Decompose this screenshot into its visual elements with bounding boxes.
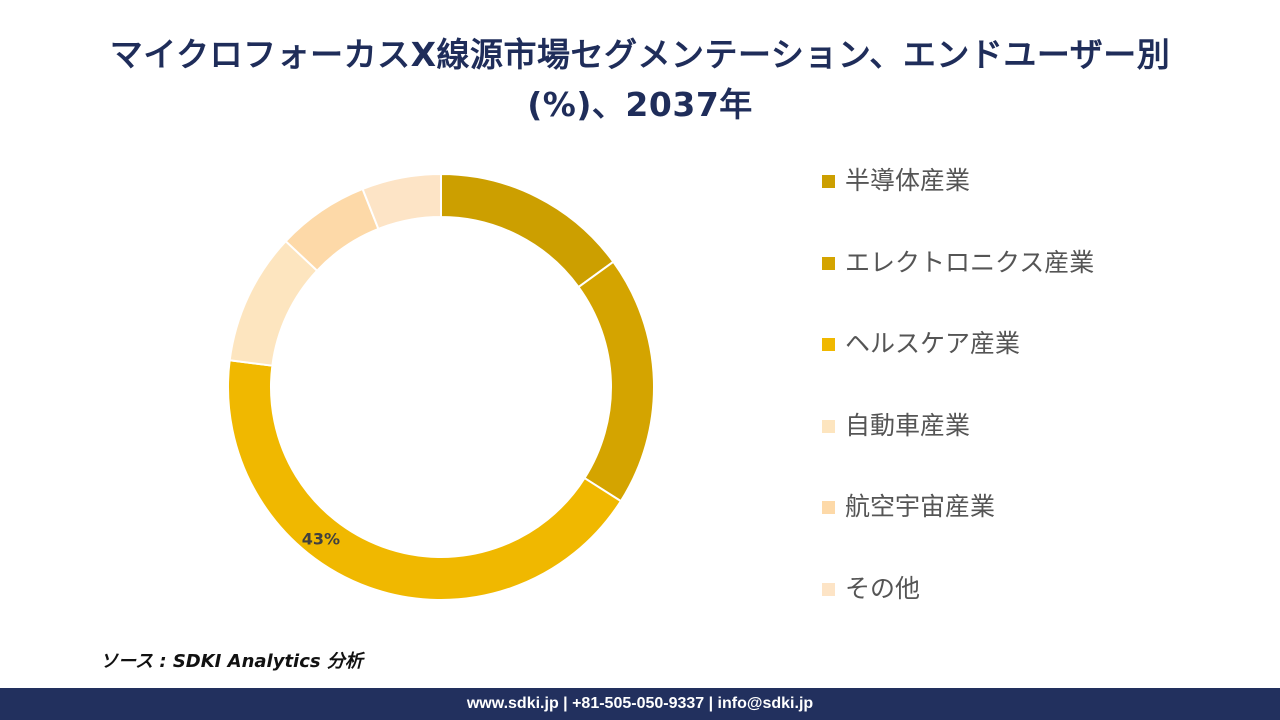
legend-item-3: ヘルスケア産業 — [822, 327, 1242, 409]
legend-label: 航空宇宙産業 — [845, 492, 996, 521]
legend-swatch — [822, 338, 835, 351]
legend-item-2: エレクトロニクス産業 — [822, 246, 1242, 328]
legend-label: 半導体産業 — [845, 166, 971, 195]
legend-swatch — [822, 501, 835, 514]
legend-label: 自動車産業 — [845, 410, 971, 440]
donut-slice-6 — [361, 172, 442, 231]
legend-item-5: 航空宇宙産業 — [822, 490, 1242, 572]
chart-title: マイクロフォーカスX線源市場セグメンテーション、エンドユーザー別 (%)、203… — [40, 30, 1240, 130]
chart-title-line-2: (%)、2037年 — [527, 85, 753, 124]
legend-swatch — [822, 419, 835, 433]
slice-data-label-3: 43% — [302, 530, 340, 549]
donut-slice-2 — [577, 260, 655, 503]
chart-title-line-1: マイクロフォーカスX線源市場セグメンテーション、エンドユーザー別 — [109, 35, 1171, 74]
legend-item-1: 半導体産業 — [822, 164, 1242, 246]
legend-swatch — [822, 256, 835, 270]
legend-item-4: 自動車産業 — [822, 409, 1242, 491]
legend-label: ヘルスケア産業 — [845, 329, 1021, 358]
footer-contact-bar: www.sdki.jp | +81-505-050-9337 | info@sd… — [0, 688, 1280, 720]
legend-label: その他 — [845, 573, 921, 603]
legend-label: エレクトロニクス産業 — [845, 247, 1095, 277]
legend-swatch — [822, 175, 835, 188]
source-note: ソース : SDKI Analytics 分析 — [100, 651, 363, 672]
legend-swatch — [822, 582, 835, 596]
donut-slice-1 — [440, 172, 615, 289]
chart-legend: 半導体産業エレクトロニクス産業 ヘルスケア産業 自動車産業航空宇宙産業 その他 — [822, 164, 1242, 653]
legend-item-6: その他 — [822, 572, 1242, 654]
donut-slice-4 — [228, 239, 319, 367]
donut-slice-3 — [227, 359, 623, 601]
